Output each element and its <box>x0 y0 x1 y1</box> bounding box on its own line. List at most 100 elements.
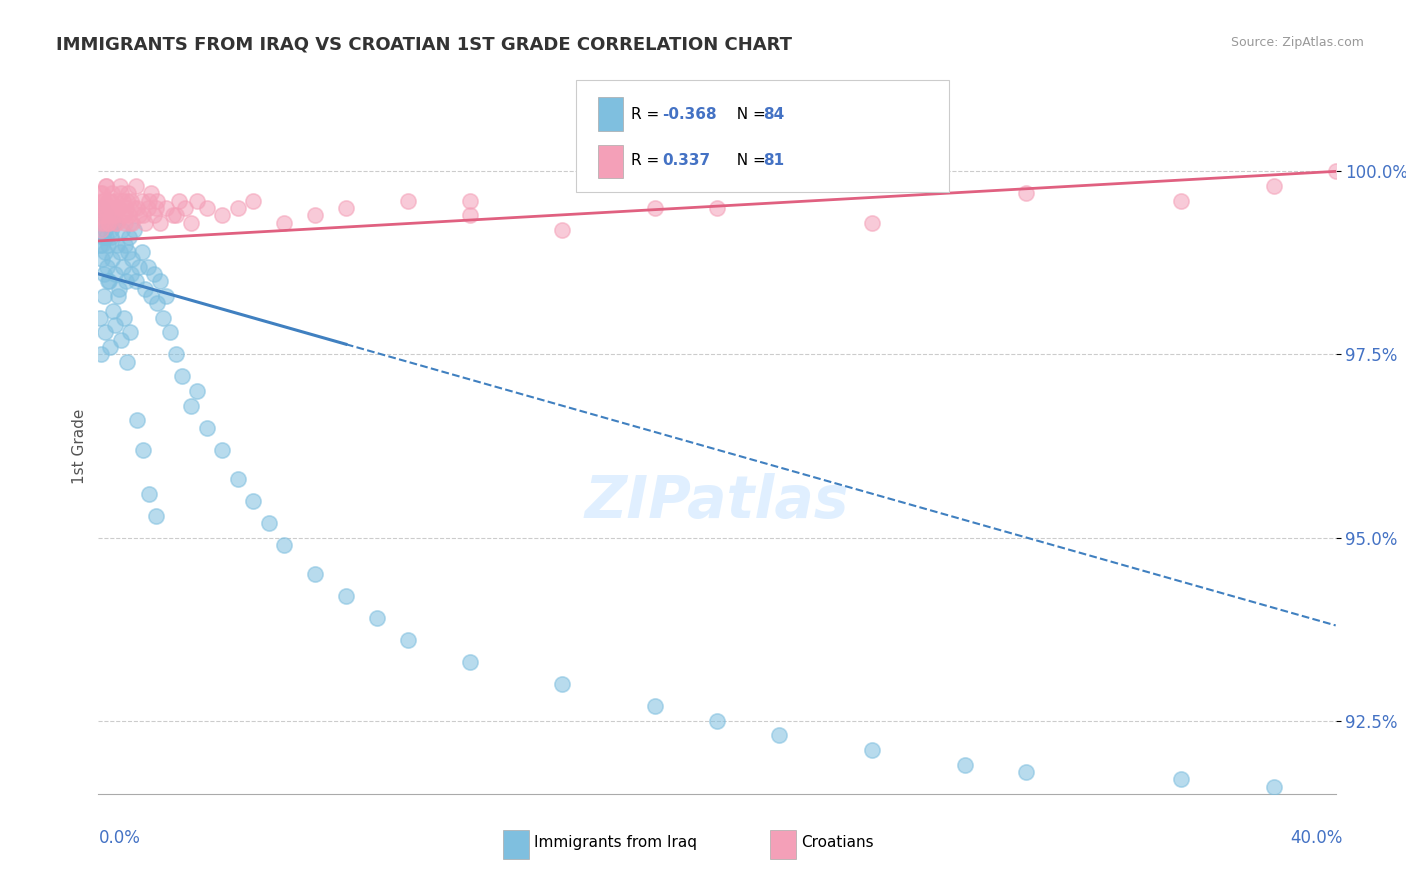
Point <box>167 194 190 208</box>
Point <box>1015 186 1038 201</box>
Point <box>112 208 135 222</box>
Point <box>860 216 883 230</box>
Point <box>103 318 125 333</box>
Point <box>551 677 574 691</box>
Point <box>93 289 115 303</box>
Point <box>89 237 111 252</box>
Point <box>112 194 135 208</box>
Point <box>211 442 233 457</box>
Point <box>132 208 155 222</box>
Text: R =: R = <box>631 107 665 121</box>
Point <box>100 223 122 237</box>
Point <box>122 223 145 237</box>
Point <box>101 186 124 201</box>
Point <box>644 698 666 713</box>
Point <box>110 186 132 201</box>
Point <box>118 216 141 230</box>
Point <box>155 289 177 303</box>
Point <box>107 201 129 215</box>
Point <box>128 260 150 274</box>
Text: N =: N = <box>727 107 770 121</box>
Point <box>165 208 187 222</box>
Text: R =: R = <box>631 153 665 168</box>
Point <box>180 216 202 230</box>
Point <box>145 201 167 215</box>
Point <box>89 186 111 201</box>
Point <box>226 472 249 486</box>
Text: 40.0%: 40.0% <box>1291 830 1343 847</box>
Point <box>100 194 122 208</box>
Point <box>143 267 166 281</box>
Point <box>551 223 574 237</box>
Text: IMMIGRANTS FROM IRAQ VS CROATIAN 1ST GRADE CORRELATION CHART: IMMIGRANTS FROM IRAQ VS CROATIAN 1ST GRA… <box>56 36 792 54</box>
Point <box>706 714 728 728</box>
Point <box>149 274 172 288</box>
Point <box>93 267 115 281</box>
Point <box>115 274 138 288</box>
Point <box>195 420 218 434</box>
Point <box>96 179 118 194</box>
Point <box>131 244 153 259</box>
Text: 0.0%: 0.0% <box>98 830 141 847</box>
Point <box>93 216 115 230</box>
Point <box>195 201 218 215</box>
Text: Immigrants from Iraq: Immigrants from Iraq <box>534 836 697 850</box>
Point <box>257 516 280 530</box>
Point <box>304 208 326 222</box>
Point <box>152 310 174 325</box>
Point <box>860 743 883 757</box>
Point <box>139 186 162 201</box>
Point <box>138 194 160 208</box>
Point <box>118 208 141 222</box>
Text: 81: 81 <box>763 153 785 168</box>
Point <box>124 179 146 194</box>
Point <box>117 244 139 259</box>
Point <box>162 208 184 222</box>
Point <box>458 208 481 222</box>
Point <box>93 223 115 237</box>
Point <box>91 201 114 215</box>
Point <box>117 186 139 201</box>
Point <box>335 589 357 603</box>
Text: -0.368: -0.368 <box>662 107 717 121</box>
Point <box>90 216 112 230</box>
Point <box>170 369 193 384</box>
Point <box>118 326 141 340</box>
Point <box>97 194 120 208</box>
Point <box>110 333 132 347</box>
Point <box>155 201 177 215</box>
Point <box>186 384 208 398</box>
Point <box>146 296 169 310</box>
Point <box>165 347 187 361</box>
Point <box>98 340 121 354</box>
Point <box>114 216 136 230</box>
Point <box>174 201 197 215</box>
Point <box>108 244 131 259</box>
Y-axis label: 1st Grade: 1st Grade <box>72 409 87 483</box>
Text: 84: 84 <box>763 107 785 121</box>
Point <box>1263 179 1285 194</box>
Point <box>131 194 153 208</box>
Point <box>396 633 419 648</box>
Point <box>118 230 141 244</box>
Point <box>242 494 264 508</box>
Point <box>122 201 145 215</box>
Point <box>105 237 128 252</box>
Point <box>1263 780 1285 794</box>
Point <box>108 179 131 194</box>
Point <box>90 216 112 230</box>
Point <box>132 442 155 457</box>
Point <box>1170 772 1192 787</box>
Point <box>96 208 118 222</box>
Point <box>120 194 142 208</box>
Point <box>93 208 115 222</box>
Point <box>90 252 112 267</box>
Point <box>458 194 481 208</box>
Point <box>136 260 159 274</box>
Point <box>1324 164 1347 178</box>
Text: N =: N = <box>727 153 770 168</box>
Point <box>136 201 159 215</box>
Point <box>107 281 129 295</box>
Point <box>97 237 120 252</box>
Point <box>143 208 166 222</box>
